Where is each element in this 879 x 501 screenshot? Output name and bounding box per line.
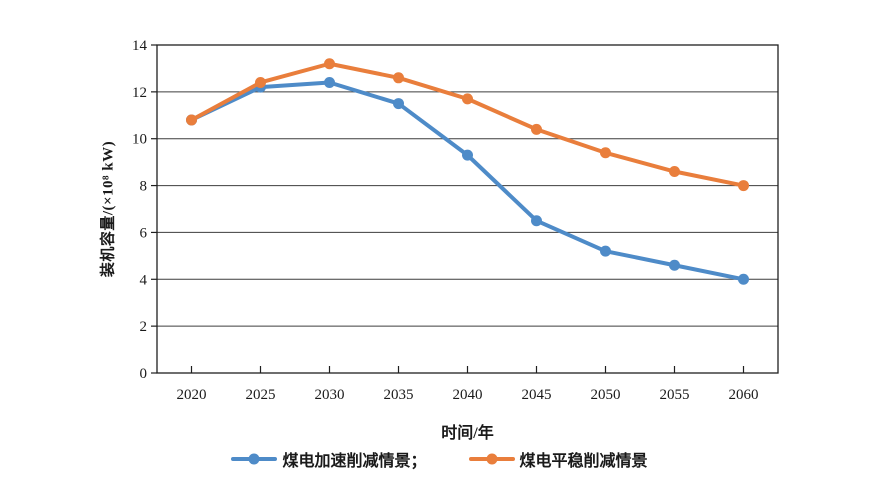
x-tick-label: 2050 <box>591 387 621 403</box>
series-marker <box>600 147 611 159</box>
series-marker <box>393 72 404 84</box>
x-tick-label: 2055 <box>660 387 690 403</box>
y-tick-label: 0 <box>140 366 148 382</box>
y-axis-title: 装机容量/(×10⁸ kW) <box>100 140 117 278</box>
series-marker <box>462 149 473 161</box>
x-axis-title: 时间/年 <box>441 425 494 442</box>
series-marker <box>531 123 542 135</box>
series-marker <box>600 245 611 257</box>
series-marker <box>738 273 749 285</box>
legend-line-marker-icon <box>468 457 515 461</box>
series-line <box>189 61 746 188</box>
legend: 煤电加速削减情景； 煤电平稳削减情景 <box>0 447 879 471</box>
y-tick-label: 2 <box>140 319 148 335</box>
y-tick-label: 4 <box>140 272 148 288</box>
legend-item-accelerated: 煤电加速削减情景； <box>231 447 427 471</box>
legend-item-steady: 煤电平稳削减情景 <box>468 447 648 471</box>
legend-line-marker-icon <box>231 457 278 461</box>
x-tick-label: 2060 <box>729 387 759 403</box>
series-marker <box>531 215 542 227</box>
y-tick-label: 8 <box>140 179 148 195</box>
y-tick-label: 14 <box>132 38 148 54</box>
legend-label-accelerated: 煤电加速削减情景； <box>282 453 427 470</box>
x-tick-label: 2035 <box>384 387 414 403</box>
series-marker <box>462 93 473 105</box>
series-marker <box>669 259 680 271</box>
series-marker <box>669 166 680 178</box>
y-tick-label: 10 <box>132 132 147 148</box>
series-line <box>189 80 746 282</box>
x-tick-label: 2030 <box>315 387 345 403</box>
series-marker <box>738 180 749 192</box>
legend-label-steady: 煤电平稳削减情景 <box>519 453 648 470</box>
x-tick-label: 2040 <box>453 387 483 403</box>
x-tick-label: 2020 <box>177 387 207 403</box>
x-tick-label: 2025 <box>246 387 276 403</box>
y-tick-label: 12 <box>132 85 147 101</box>
series-marker <box>393 98 404 110</box>
y-tick-label: 6 <box>140 225 148 241</box>
x-tick-label: 2045 <box>522 387 552 403</box>
series-marker <box>186 114 197 126</box>
series-marker <box>324 76 335 88</box>
series-marker <box>255 76 266 88</box>
series-marker <box>324 58 335 70</box>
